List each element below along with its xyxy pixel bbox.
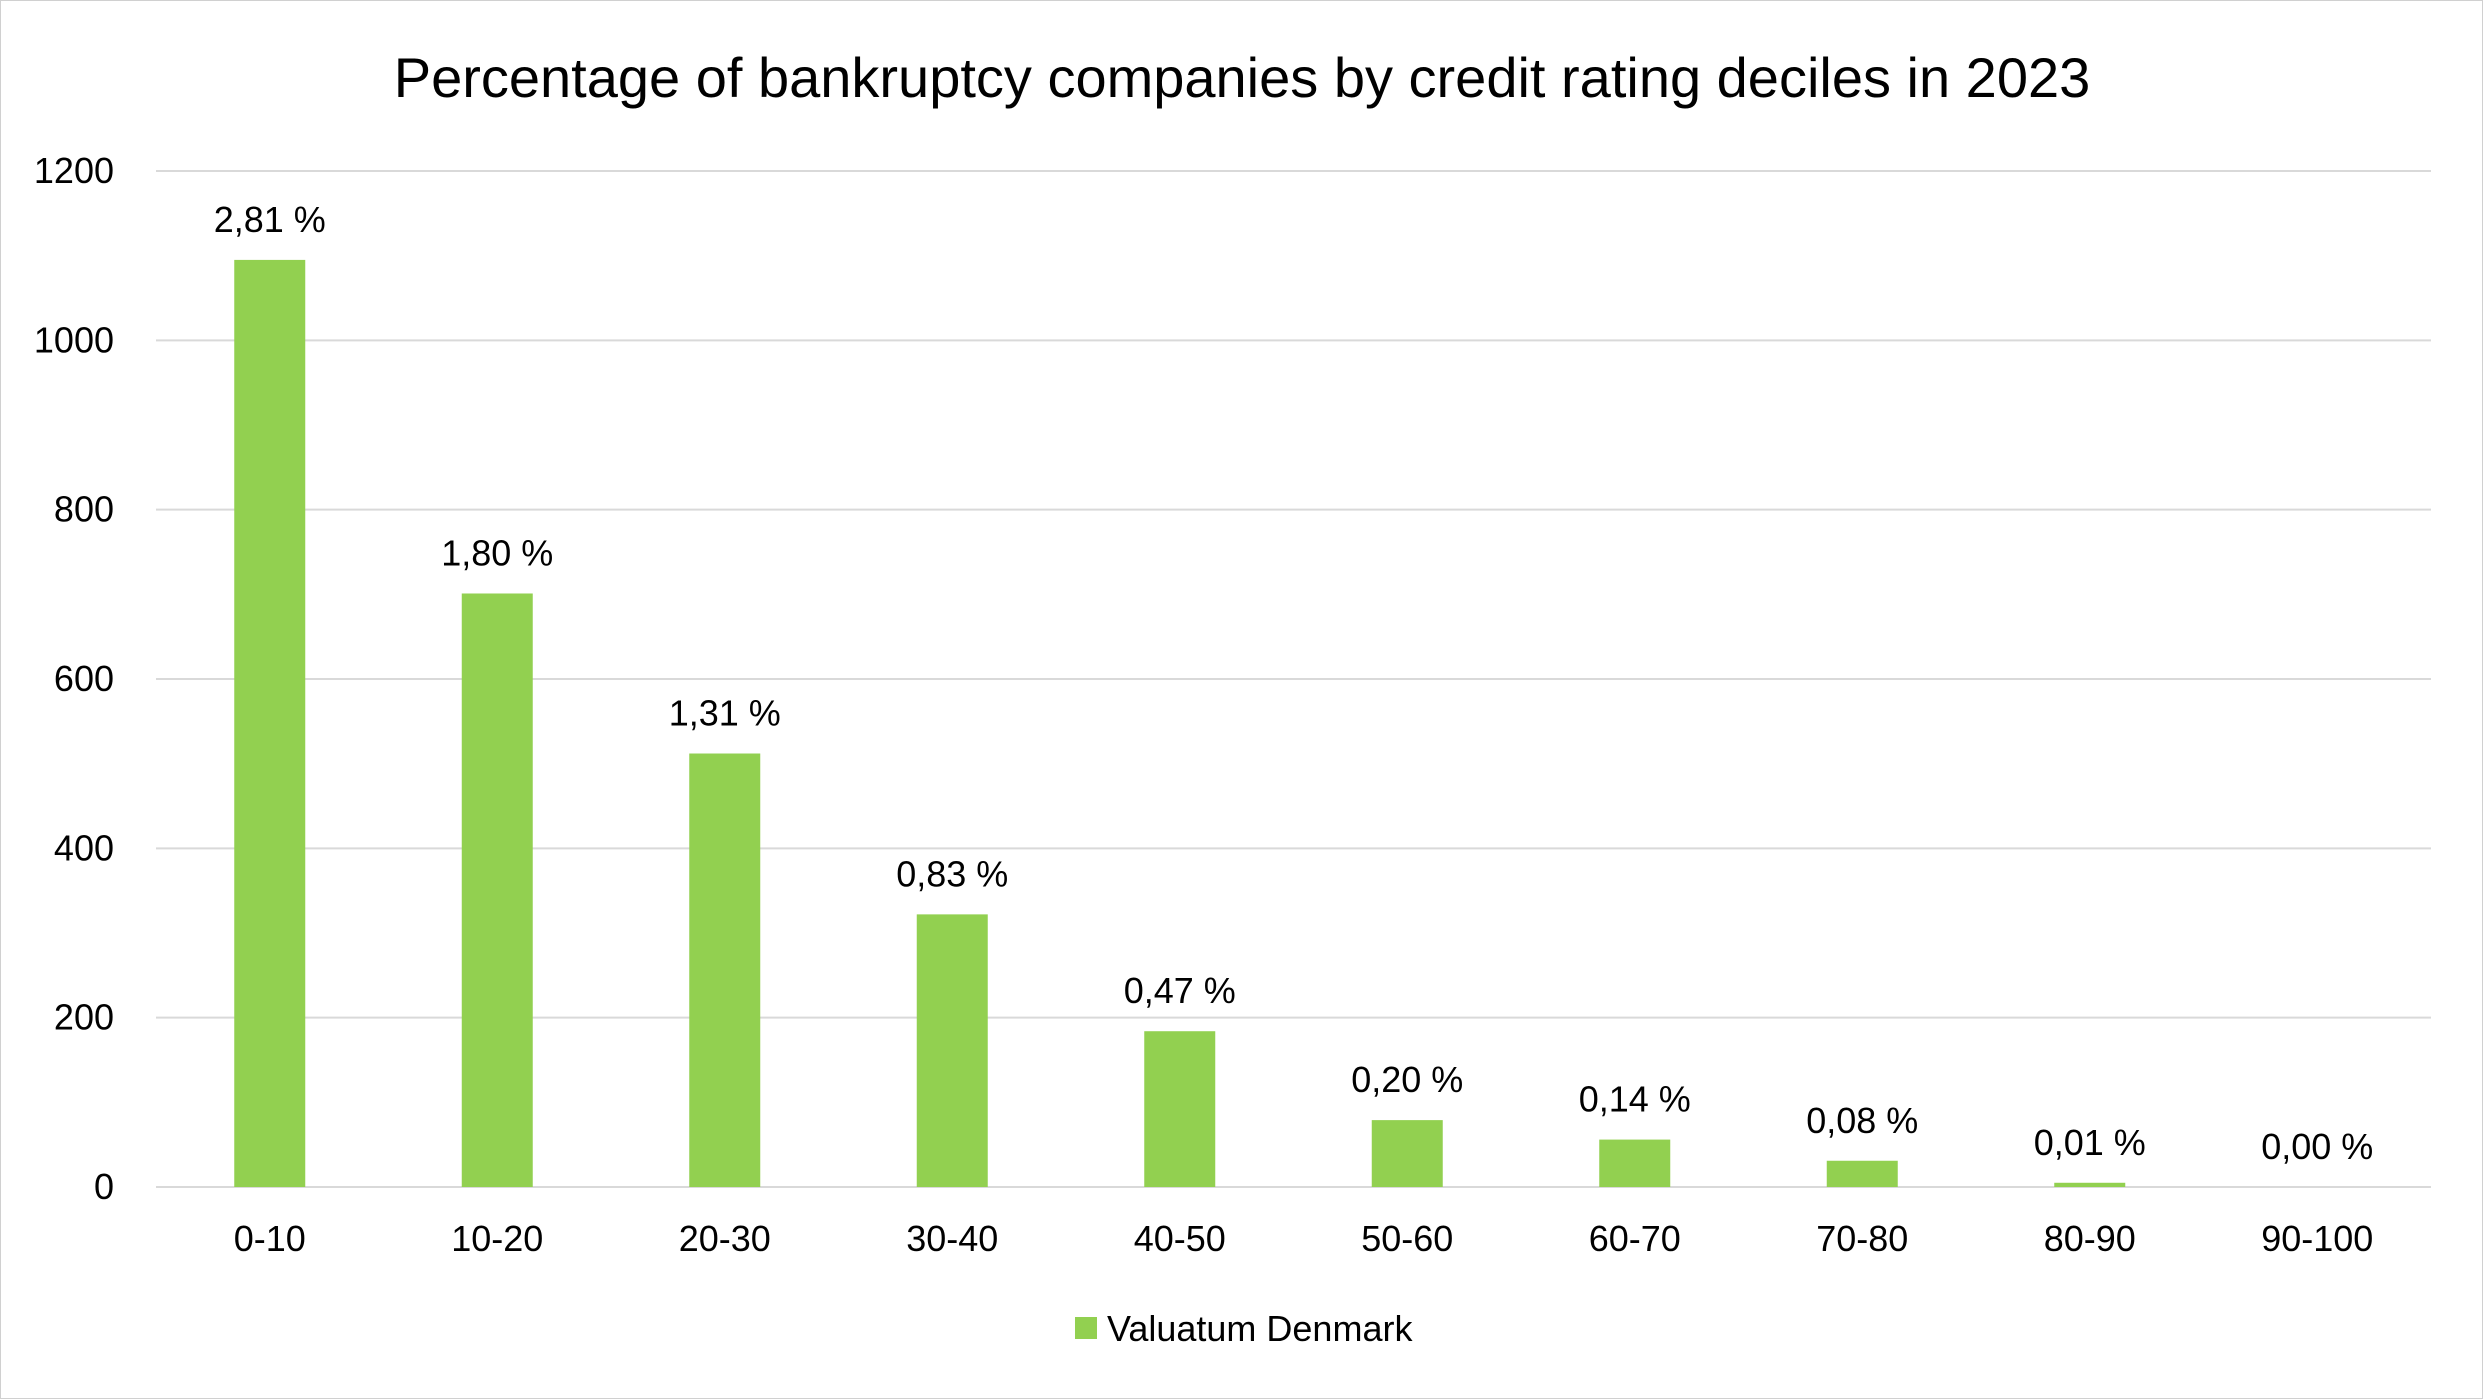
chart-title: Percentage of bankruptcy companies by cr… [394,46,2091,109]
x-tick-label: 40-50 [1134,1218,1226,1259]
x-tick-label: 0-10 [234,1218,306,1259]
data-label: 0,08 % [1806,1100,1918,1141]
y-tick-label: 1000 [34,319,114,360]
x-tick-label: 90-100 [2261,1218,2373,1259]
y-tick-label: 200 [54,997,114,1038]
legend-swatch [1075,1317,1097,1339]
data-label: 0,47 % [1124,970,1236,1011]
x-tick-label: 80-90 [2044,1218,2136,1259]
data-label: 0,83 % [896,853,1008,894]
bars [234,259,2126,1187]
y-tick-label: 600 [54,658,114,699]
bar [461,593,533,1187]
x-tick-label: 20-30 [679,1218,771,1259]
x-tick-label: 50-60 [1361,1218,1453,1259]
x-tick-label: 60-70 [1589,1218,1681,1259]
data-label: 0,00 % [2261,1126,2373,1167]
data-label: 2,81 % [214,199,326,240]
data-label: 0,14 % [1579,1079,1691,1120]
gridlines [156,170,2431,1188]
bar [1826,1160,1898,1187]
x-axis-ticks: 0-10 10-20 20-30 30-40 40-50 50-60 60-70 70-80 8… [234,1218,2374,1259]
data-label: 0,01 % [2034,1122,2146,1163]
bar [689,753,761,1187]
bar [234,259,306,1187]
y-tick-label: 400 [54,827,114,868]
data-label: 1,80 % [441,532,553,573]
bar [1144,1031,1216,1187]
y-tick-label: 0 [94,1166,114,1207]
x-tick-label: 70-80 [1816,1218,1908,1259]
bar [2054,1182,2126,1187]
legend: Valuatum Denmark [1075,1308,1413,1349]
bar [1599,1139,1671,1187]
y-tick-label: 1200 [34,150,114,191]
y-tick-label: 800 [54,489,114,530]
data-label: 0,20 % [1351,1059,1463,1100]
x-tick-label: 30-40 [906,1218,998,1259]
y-axis-ticks: 0 200 400 600 800 1000 1200 [34,150,114,1207]
legend-label: Valuatum Denmark [1107,1308,1413,1349]
bar [1371,1120,1443,1187]
bar [916,914,988,1187]
data-labels: 2,81 % 1,80 % 1,31 % 0,83 % 0,47 % 0,20 % 0,14… [214,199,2374,1167]
x-tick-label: 10-20 [451,1218,543,1259]
data-label: 1,31 % [669,693,781,734]
